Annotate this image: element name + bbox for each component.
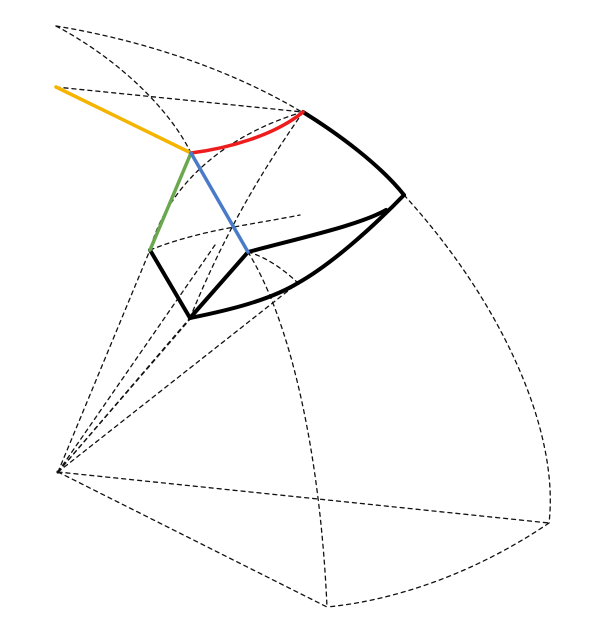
inner-meridian-arc — [247, 251, 328, 608]
ray-origin-5 — [57, 244, 216, 473]
cross-chord-2 — [189, 111, 304, 319]
box-inner-top-edge — [246, 208, 388, 254]
outer-right-arc — [403, 194, 551, 524]
box-right-diagonal-edge — [296, 193, 406, 285]
box-inner-left-edge — [188, 250, 250, 320]
orange-edge — [54, 85, 193, 155]
box-inner-chord-2 — [247, 251, 301, 286]
ray-origin-4 — [57, 282, 299, 473]
curved-box-edges — [148, 110, 406, 320]
ray-origin-1 — [57, 249, 151, 473]
inner-left-arc — [55, 25, 192, 154]
red-edge — [189, 110, 305, 155]
outer-bottom-right-arc — [326, 522, 550, 608]
box-left-edge — [148, 248, 192, 320]
blue-edge — [189, 151, 250, 254]
box-inner-chord — [149, 214, 301, 251]
green-edge — [148, 151, 193, 252]
dashed-construction-lines — [55, 25, 551, 608]
ray-origin-bottom-center — [57, 471, 328, 608]
ray-origin-2 — [57, 317, 191, 473]
outer-top-arc — [55, 25, 405, 196]
colored-axis-edges — [54, 85, 305, 254]
origin-vertex — [56, 470, 60, 474]
cross-chord-1 — [149, 111, 304, 251]
box-bottom-edge — [188, 281, 300, 320]
top-chord — [55, 86, 304, 113]
ray-origin-bottom-right — [57, 471, 550, 524]
box-top-right-edge — [301, 110, 406, 197]
